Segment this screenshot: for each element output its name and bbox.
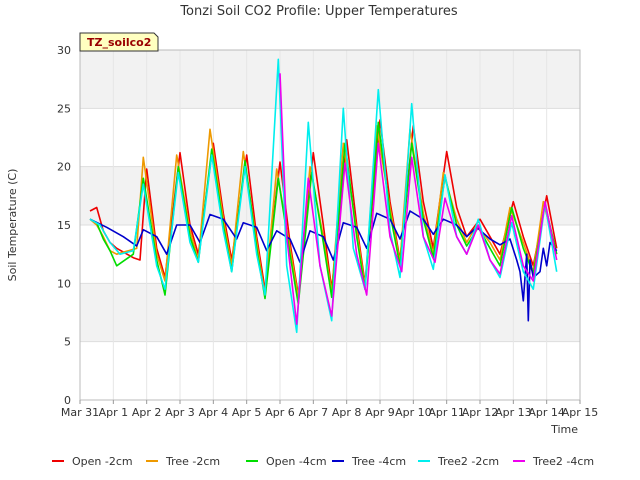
y-tick-label: 10 bbox=[57, 277, 71, 290]
series-line-tree2-4cm bbox=[279, 73, 558, 325]
legend-label: Tree2 -4cm bbox=[532, 455, 594, 468]
series-lines bbox=[89, 58, 558, 334]
legend-label: Tree -2cm bbox=[165, 455, 220, 468]
x-tick-label: Apr 8 bbox=[332, 406, 362, 419]
y-axis-label: Soil Temperature (C) bbox=[6, 169, 19, 282]
x-tick-label: Apr 13 bbox=[495, 406, 532, 419]
legend-label: Tree2 -2cm bbox=[437, 455, 499, 468]
x-tick-label: Apr 1 bbox=[99, 406, 129, 419]
x-tick-label: Apr 12 bbox=[462, 406, 499, 419]
x-tick-label: Apr 14 bbox=[528, 406, 565, 419]
x-tick-label: Mar 31 bbox=[61, 406, 99, 419]
legend-label: Open -4cm bbox=[266, 455, 327, 468]
plot-bands bbox=[80, 50, 580, 342]
legend-label: Tree -4cm bbox=[351, 455, 406, 468]
x-tick-label: Apr 3 bbox=[165, 406, 195, 419]
x-tick-label: Apr 9 bbox=[365, 406, 395, 419]
x-tick-label: Apr 7 bbox=[299, 406, 329, 419]
plot-frame bbox=[79, 49, 581, 401]
y-tick-label: 20 bbox=[57, 161, 71, 174]
y-tick-label: 0 bbox=[64, 394, 71, 407]
y-tick-label: 15 bbox=[57, 219, 71, 232]
x-axis-label: Time bbox=[550, 423, 578, 436]
x-tick-label: Apr 6 bbox=[265, 406, 295, 419]
x-tick-label: Apr 10 bbox=[395, 406, 432, 419]
x-tick-label: Apr 11 bbox=[428, 406, 465, 419]
y-tick-label: 5 bbox=[64, 336, 71, 349]
x-axis-ticks: Mar 31 Apr 1 Apr 2 Apr 3 Apr 4 Apr 5 Apr 6 Apr … bbox=[61, 400, 598, 419]
legend: Open -2cm Tree -2cm Open -4cm Tree -4cm Tree… bbox=[52, 455, 594, 468]
badge: TZ_soilco2 bbox=[79, 32, 159, 52]
badge-label: TZ_soilco2 bbox=[87, 36, 151, 49]
legend-label: Open -2cm bbox=[72, 455, 133, 468]
y-tick-label: 30 bbox=[57, 44, 71, 57]
plot-band bbox=[80, 166, 580, 225]
y-tick-label: 25 bbox=[57, 102, 71, 115]
chart-title: Tonzi Soil CO2 Profile: Upper Temperatur… bbox=[179, 4, 458, 19]
x-tick-label: Apr 15 bbox=[562, 406, 599, 419]
badge-box bbox=[79, 32, 159, 52]
x-tick-label: Apr 4 bbox=[199, 406, 229, 419]
y-axis-ticks: 0 5 10 15 20 25 30 bbox=[57, 44, 71, 407]
x-tick-label: Apr 5 bbox=[232, 406, 262, 419]
x-tick-label: Apr 2 bbox=[132, 406, 162, 419]
plot-band bbox=[80, 50, 580, 109]
